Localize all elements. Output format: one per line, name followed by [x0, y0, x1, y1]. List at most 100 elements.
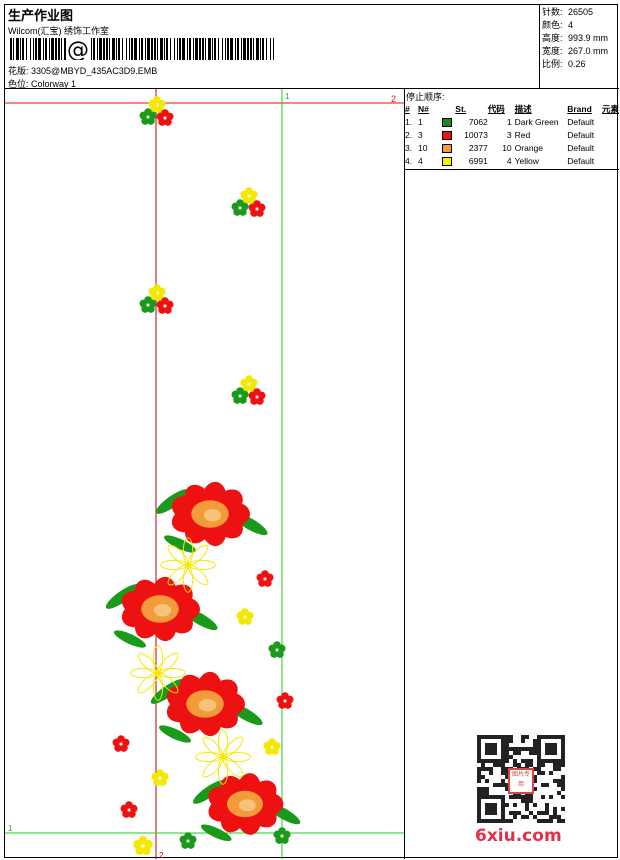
col-element: 元素	[601, 103, 619, 114]
embroidery-canvas: 2 1 1 2	[5, 89, 404, 859]
col-index: #	[405, 103, 410, 114]
red-flower-petal	[248, 203, 257, 212]
yellow-flower-center	[246, 193, 252, 199]
stat-colors: 颜色: 4	[542, 20, 574, 30]
peony-core	[239, 799, 256, 812]
green-marker-top: 1	[285, 92, 290, 101]
red-flower-center	[282, 698, 288, 704]
col-code: 代码	[487, 103, 505, 114]
embroidery-motifs	[105, 96, 301, 855]
company-name: Wilcom(汇宝) 绣饰工作室	[8, 26, 109, 36]
col-needle: N#	[418, 103, 429, 114]
green-flower-petal	[231, 202, 240, 211]
yellow-flower-petal	[156, 293, 164, 301]
green-flower-petal	[276, 650, 284, 658]
colorway-label: 色位:	[8, 79, 29, 89]
table-row: 4. 4 6991 4 Yellow Default	[405, 155, 595, 166]
red-flower-petal	[164, 118, 172, 126]
red-flower-petal	[264, 579, 272, 587]
color-swatch	[441, 143, 452, 153]
red-flower-petal	[156, 300, 165, 309]
colorway-value: Colorway 1	[31, 79, 77, 89]
outline-flower-petal	[152, 645, 164, 673]
barcode: @	[10, 38, 274, 60]
outline-flower-center	[186, 563, 190, 567]
green-marker-bottom: 1	[8, 824, 13, 833]
color-swatch	[441, 117, 452, 127]
leaf	[155, 489, 190, 514]
yellow-flower-petal	[148, 99, 157, 108]
green-flower-center	[185, 838, 191, 844]
green-flower-center	[274, 647, 280, 653]
green-flower-petal	[179, 835, 188, 844]
yellow-flower-petal	[240, 378, 249, 387]
yellow-flower-petal	[248, 384, 256, 392]
peony-core	[203, 509, 222, 522]
barcode-symbol: @	[67, 38, 89, 60]
watermark-site: 6xiu.com	[475, 826, 562, 846]
yellow-flower-center	[242, 614, 248, 620]
red-flower-petal	[276, 695, 285, 704]
green-flower-center	[145, 302, 151, 308]
outline-flower-petal	[195, 751, 223, 763]
outline-flower-petal	[217, 729, 229, 757]
green-flower-center	[237, 393, 243, 399]
yellow-flower-petal	[236, 611, 245, 620]
yellow-flower-petal	[240, 190, 249, 199]
green-flower-petal	[239, 208, 247, 216]
yellow-flower-petal	[133, 839, 143, 849]
color-swatch	[441, 130, 452, 140]
color-swatch	[441, 156, 452, 166]
leaf	[114, 630, 146, 648]
green-flower-petal	[147, 117, 155, 125]
red-flower-petal	[248, 391, 257, 400]
green-flower-petal	[147, 305, 155, 313]
embroidery-design-preview: 2 1 1 2	[5, 89, 405, 859]
red-flower-petal	[284, 701, 292, 709]
green-flower-petal	[239, 396, 247, 404]
green-flower-petal	[273, 830, 282, 839]
red-flower-petal	[256, 573, 265, 582]
red-flower-center	[254, 206, 260, 212]
design-stats: 针数: 26505 颜色: 4 高度: 993.9 mm 宽度: 267.0 mm 比例…	[539, 5, 619, 89]
colorway: 色位: Colorway 1	[8, 77, 76, 90]
green-flower-petal	[231, 390, 240, 399]
stat-height: 高度: 993.9 mm	[542, 33, 609, 43]
red-flower-center	[118, 741, 124, 747]
red-flower-petal	[256, 397, 264, 405]
green-flower-center	[145, 114, 151, 120]
design-label: 花版:	[8, 66, 29, 76]
stop-sequence-header: # N# St. 代码 描述 Brand 元素	[405, 102, 619, 115]
yellow-flower-center	[269, 744, 275, 750]
peony-core	[198, 699, 217, 712]
col-brand: Brand	[567, 103, 592, 114]
stop-sequence-table: # N# St. 代码 描述 Brand 元素 1. 1 7062 1	[405, 102, 619, 167]
red-flower-petal	[120, 804, 129, 813]
stop-sequence-panel: 停止顺序: # N# St. 代码 描述 Brand 元素 1. 1	[405, 89, 619, 170]
yellow-flower-center	[157, 775, 163, 781]
yellow-flower-petal	[248, 196, 256, 204]
stat-stitches: 针数: 26505	[542, 7, 594, 17]
stop-sequence-title: 停止顺序:	[406, 92, 445, 102]
outline-flower-petal	[188, 559, 216, 571]
leaf	[105, 584, 140, 609]
green-flower-center	[237, 205, 243, 211]
worksheet-title: 生产作业图	[8, 9, 74, 24]
yellow-flower-petal	[156, 105, 164, 113]
table-row: 1. 1 7062 1 Dark Green Default	[405, 116, 595, 127]
yellow-flower-center	[154, 102, 160, 108]
yellow-flower-petal	[244, 617, 252, 625]
red-marker-bottom: 2	[159, 851, 164, 859]
yellow-flower-petal	[141, 846, 151, 855]
outline-flower-petal	[130, 667, 158, 679]
production-worksheet: 生产作业图 Wilcom(汇宝) 绣饰工作室 @ 花版: 3305@MBYD_4…	[4, 4, 619, 859]
green-flower-center	[279, 833, 285, 839]
stat-width: 宽度: 267.0 mm	[542, 46, 609, 56]
qr-code	[477, 735, 565, 823]
red-flower-center	[162, 115, 168, 121]
outline-flower-petal	[160, 559, 188, 571]
design-file: 花版: 3305@MBYD_435AC3D9.EMB	[8, 64, 157, 77]
red-flower-petal	[156, 112, 165, 121]
worksheet-header: 生产作业图 Wilcom(汇宝) 绣饰工作室 @ 花版: 3305@MBYD_4…	[5, 5, 619, 89]
yellow-flower-petal	[151, 772, 160, 781]
